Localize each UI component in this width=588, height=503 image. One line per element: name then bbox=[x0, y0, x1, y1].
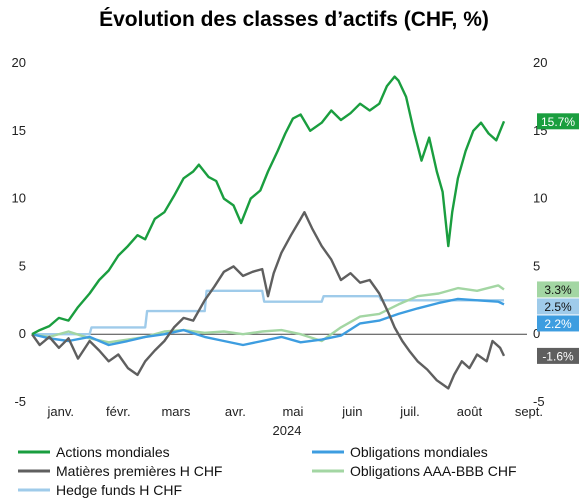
end-value-label: -1.6% bbox=[542, 349, 574, 363]
y-axis-left: -5 0 5 10 15 20 bbox=[12, 55, 26, 409]
y-tick-label-left: 20 bbox=[12, 55, 26, 70]
y-tick-label-left: 0 bbox=[19, 326, 26, 341]
end-value-badge bbox=[537, 113, 579, 130]
series-line bbox=[31, 297, 505, 347]
chart-title: Évolution des classes d’actifs (CHF, %) bbox=[99, 8, 489, 31]
end-value-badge bbox=[537, 281, 579, 298]
end-value-badge bbox=[537, 347, 579, 364]
legend-label: Actions mondiales bbox=[56, 444, 170, 460]
end-value-label: 2.5% bbox=[544, 300, 572, 314]
end-value-badge bbox=[537, 315, 579, 332]
series-line bbox=[32, 289, 504, 336]
legend-label: Matières premières H CHF bbox=[56, 463, 222, 479]
legend: Actions mondiales Obligations mondiales Ma… bbox=[18, 444, 517, 498]
y-tick-label-left: 15 bbox=[12, 123, 26, 138]
series-line bbox=[31, 211, 506, 390]
legend-label: Hedge funds H CHF bbox=[56, 482, 182, 498]
y-tick-label-left: -5 bbox=[14, 394, 26, 409]
end-value-label: 3.3% bbox=[544, 283, 572, 297]
legend-label: Obligations mondiales bbox=[350, 444, 488, 460]
y-tick-label-right: 0 bbox=[533, 326, 540, 341]
end-value-badges: 15.7% 3.3% 2.5% 2.2% -1.6% bbox=[537, 113, 579, 364]
x-tick-label: mai bbox=[282, 404, 303, 419]
end-value-label: 15.7% bbox=[541, 115, 575, 129]
end-value-label: 2.2% bbox=[544, 317, 572, 331]
x-tick-label: juil. bbox=[399, 404, 420, 419]
x-tick-label: sept. bbox=[515, 404, 543, 419]
series-line bbox=[31, 75, 506, 336]
end-value-badge bbox=[537, 298, 579, 315]
y-tick-label-right: -5 bbox=[533, 394, 545, 409]
x-tick-label: janv. bbox=[47, 404, 75, 419]
y-tick-label-right: 20 bbox=[533, 55, 547, 70]
x-axis-year-label: 2024 bbox=[273, 423, 302, 438]
y-tick-label-left: 10 bbox=[12, 191, 26, 206]
x-tick-label: févr. bbox=[106, 404, 131, 419]
y-tick-label-right: 5 bbox=[533, 258, 540, 273]
y-tick-label-right: 10 bbox=[533, 191, 547, 206]
x-tick-label: août bbox=[457, 404, 483, 419]
series-line bbox=[31, 284, 505, 344]
legend-label: Obligations AAA-BBB CHF bbox=[350, 463, 517, 479]
y-tick-label-left: 5 bbox=[19, 258, 26, 273]
x-tick-label: avr. bbox=[225, 404, 246, 419]
x-tick-label: mars bbox=[161, 404, 190, 419]
series-lines bbox=[31, 75, 506, 390]
x-axis: janv. févr. mars avr. mai juin juil. août sept. bbox=[47, 404, 543, 419]
x-tick-label: juin bbox=[341, 404, 362, 419]
